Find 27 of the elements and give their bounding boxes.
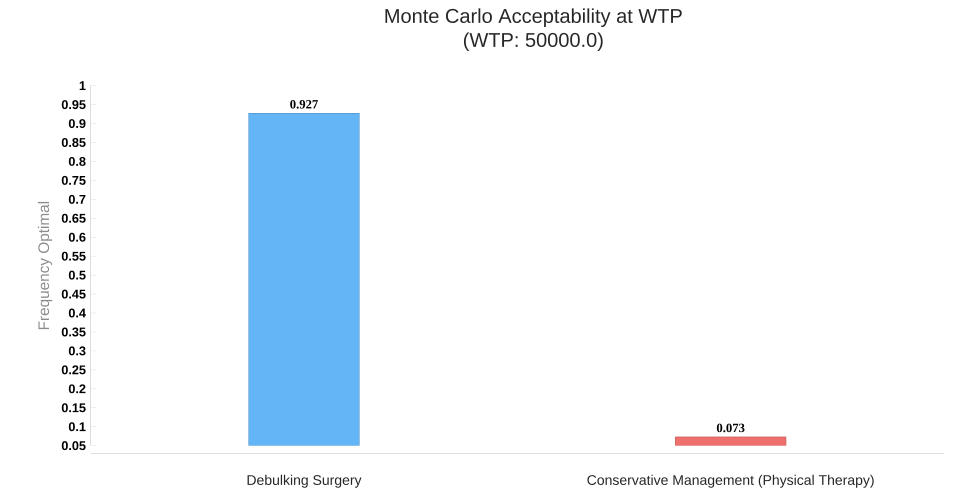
y-tick-label: 0.35 — [62, 327, 86, 336]
y-tick-label: 0.2 — [68, 384, 86, 394]
y-tick-label: 0.45 — [62, 290, 86, 299]
y-tick-label: 0.1 — [68, 422, 86, 432]
chart-title: Monte Carlo Acceptability at WTP — [385, 8, 682, 27]
y-tick-label: 0.4 — [68, 308, 86, 318]
y-tick-label: 0.05 — [62, 441, 86, 450]
y-tick-label: 0.3 — [68, 346, 86, 356]
y-tick-label: 0.85 — [62, 138, 86, 147]
y-tick-label: 0.25 — [62, 365, 86, 374]
y-tick-label: 0.5 — [68, 270, 86, 280]
y-tick-label: 0.8 — [68, 156, 86, 166]
y-tick-label: 0.6 — [68, 232, 86, 242]
y-tick-label: 0.95 — [62, 100, 86, 110]
y-tick-label: 0.7 — [68, 194, 86, 204]
x-tick-label: Debulking Surgery — [248, 474, 362, 488]
y-tick-label: 0.9 — [68, 119, 86, 128]
x-tick-label: Conservative Management (Physical Therapy) — [587, 474, 874, 488]
y-tick-label: 1 — [80, 81, 86, 90]
y-tick-label: 0.75 — [62, 176, 86, 185]
data-label: 0.073 — [716, 424, 744, 432]
y-tick-label: 0.65 — [62, 214, 86, 223]
chart-subtitle: (WTP: 50000.0) — [464, 32, 603, 51]
y-axis-title: Frequency Optimal — [38, 202, 52, 330]
data-label: 0.927 — [290, 100, 318, 109]
y-tick-label: 0.55 — [62, 252, 86, 261]
y-tick-label: 0.15 — [62, 403, 86, 412]
